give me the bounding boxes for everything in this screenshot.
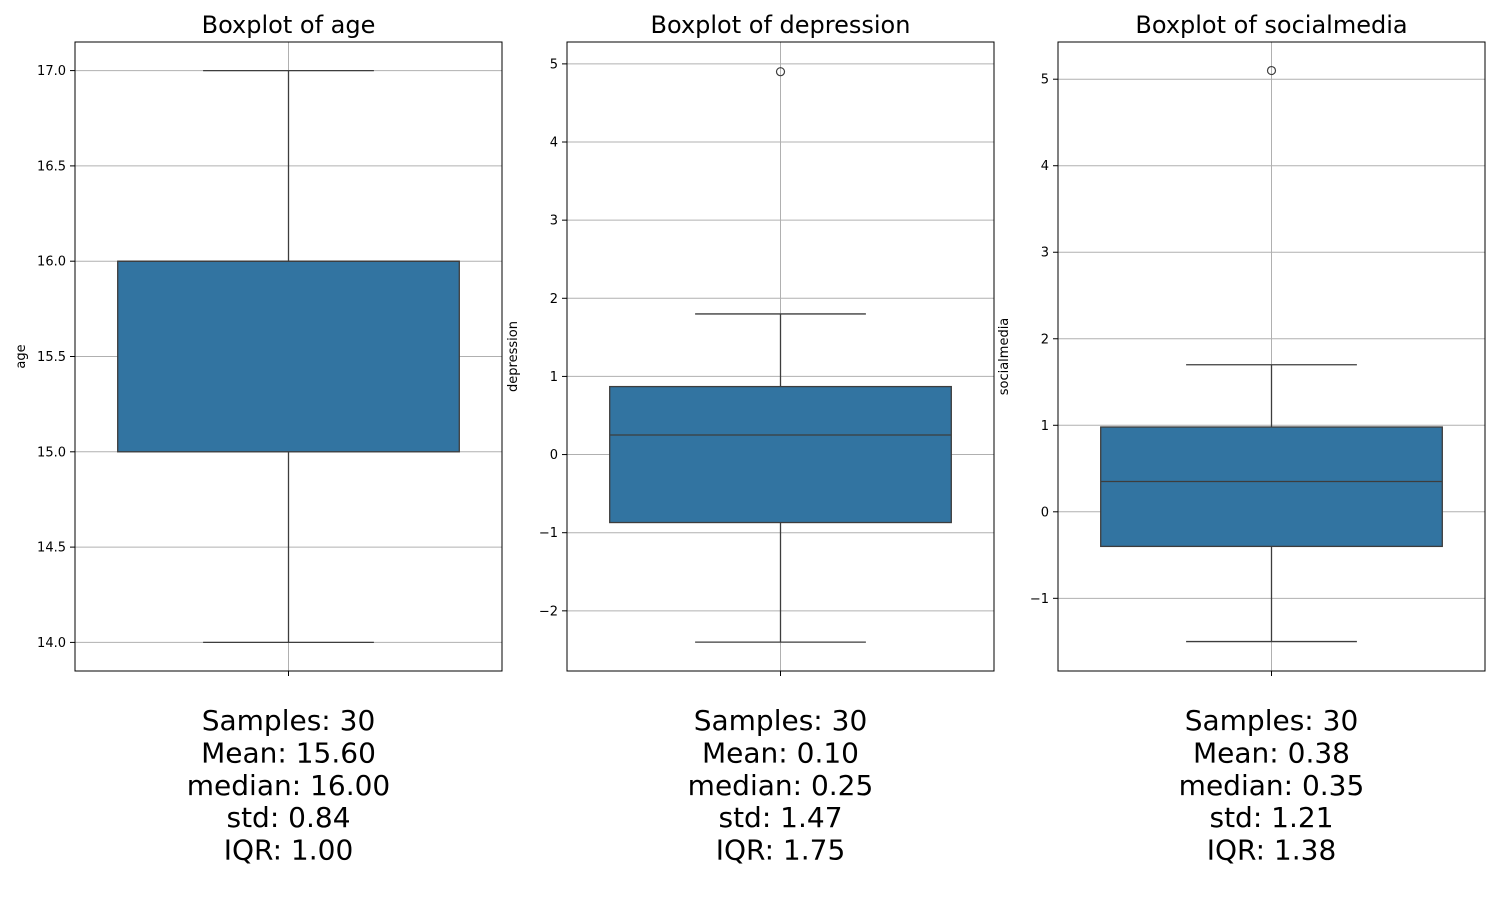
stat-line: Mean: 15.60 <box>201 736 376 769</box>
y-tick-label: 2 <box>1041 332 1049 347</box>
stat-line: IQR: 1.00 <box>224 834 354 867</box>
chart-title: Boxplot of socialmedia <box>1135 11 1407 39</box>
y-tick-label: 3 <box>550 214 558 229</box>
chart-title: Boxplot of age <box>202 11 376 39</box>
y-tick-label: 5 <box>1041 73 1049 88</box>
plot-frame <box>1057 41 1486 672</box>
y-tick-label: −1 <box>1030 592 1049 607</box>
y-tick-label: 5 <box>550 57 558 72</box>
y-tick-label: 17.0 <box>37 64 66 79</box>
y-tick-label: 4 <box>1041 159 1049 174</box>
stat-line: Samples: 30 <box>694 704 868 737</box>
box-iqr <box>1100 426 1443 548</box>
stat-line: IQR: 1.75 <box>716 834 846 867</box>
stat-line: Mean: 0.38 <box>1193 736 1350 769</box>
stat-line: Mean: 0.10 <box>702 736 859 769</box>
plot-frame <box>566 41 995 672</box>
stat-line: median: 0.25 <box>688 769 874 802</box>
y-tick-label: 1 <box>1041 419 1049 434</box>
y-axis-label: depression <box>506 321 521 392</box>
outlier-point <box>1266 65 1277 76</box>
y-tick-label: 4 <box>550 136 558 151</box>
stat-line: median: 0.35 <box>1179 769 1365 802</box>
y-tick-label: 15.0 <box>37 445 66 460</box>
y-tick-label: −1 <box>539 526 558 541</box>
box-iqr <box>609 385 952 524</box>
y-tick-label: 14.0 <box>37 636 66 651</box>
stat-line: Samples: 30 <box>202 704 376 737</box>
chart-title: Boxplot of depression <box>651 11 911 39</box>
y-axis-label: socialmedia <box>997 318 1012 396</box>
y-tick-label: 2 <box>550 292 558 307</box>
y-tick-label: 14.5 <box>37 541 66 556</box>
y-tick-label: 16.0 <box>37 255 66 270</box>
stat-line: std: 1.47 <box>718 801 842 834</box>
y-axis-label: age <box>14 344 29 368</box>
outlier-point <box>775 67 786 77</box>
stat-line: Samples: 30 <box>1185 704 1359 737</box>
y-tick-label: 15.5 <box>37 350 66 365</box>
y-tick-label: 3 <box>1041 246 1049 261</box>
y-tick-label: 16.5 <box>37 159 66 174</box>
box-iqr <box>117 260 460 453</box>
plot-frame <box>74 41 503 672</box>
y-tick-label: −2 <box>539 604 558 619</box>
stat-line: std: 0.84 <box>226 801 350 834</box>
y-tick-label: 1 <box>550 370 558 385</box>
stat-line: IQR: 1.38 <box>1207 834 1337 867</box>
stat-line: std: 1.21 <box>1209 801 1333 834</box>
stat-line: median: 16.00 <box>187 769 390 802</box>
y-tick-label: 0 <box>550 448 558 463</box>
y-tick-label: 0 <box>1041 505 1049 520</box>
